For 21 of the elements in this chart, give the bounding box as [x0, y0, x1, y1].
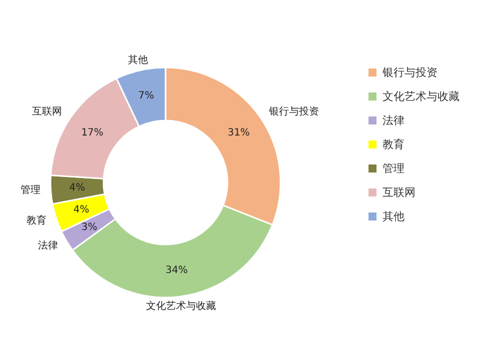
- legend-label: 管理: [382, 162, 404, 175]
- data-label: 31%: [228, 127, 250, 138]
- slice-label: 教育: [26, 214, 47, 227]
- slice-label: 法律: [38, 240, 58, 252]
- legend-label: 文化艺术与收藏: [382, 90, 460, 103]
- data-label: 34%: [165, 264, 188, 276]
- data-label: 3%: [81, 222, 98, 234]
- legend-label: 其他: [382, 210, 404, 223]
- legend-label: 银行与投资: [382, 66, 438, 79]
- slice-label: 其他: [128, 54, 148, 66]
- data-label: 17%: [81, 127, 104, 138]
- slice-label: 互联网: [32, 106, 62, 118]
- slice-label: 管理: [20, 184, 41, 196]
- slice-label: 文化艺术与收藏: [146, 300, 216, 312]
- slice-label: 银行与投资: [268, 106, 319, 118]
- data-label: 4%: [73, 204, 90, 216]
- data-label: 7%: [138, 90, 154, 102]
- legend-label: 法律: [382, 114, 404, 127]
- legend-label: 互联网: [382, 186, 416, 199]
- data-label: 4%: [69, 182, 86, 194]
- legend-label: 教育: [382, 138, 404, 151]
